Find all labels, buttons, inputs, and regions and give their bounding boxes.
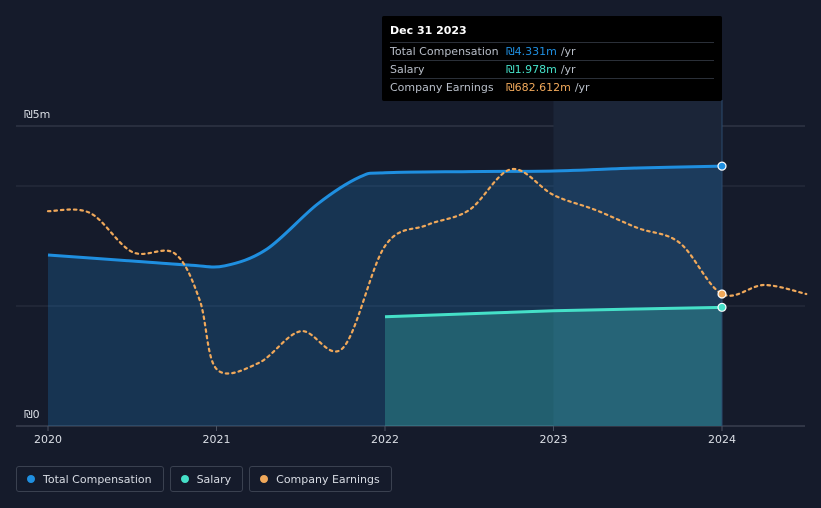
legend-item-salary[interactable]: Salary <box>169 466 244 492</box>
total-compensation-area <box>48 166 722 426</box>
tooltip-unit: /yr <box>560 63 576 76</box>
legend-item-company-earnings[interactable]: Company Earnings <box>249 466 392 492</box>
tooltip-unit: /yr <box>574 81 590 94</box>
legend-label: Salary <box>196 472 232 486</box>
legend-dot-icon <box>180 475 189 483</box>
x-tick-label: 2023 <box>540 433 568 446</box>
tooltip-unit: /yr <box>560 45 576 58</box>
tooltip-value: ₪4.331m <box>506 45 557 58</box>
series-lines <box>46 164 808 375</box>
total-compensation-marker <box>717 161 727 171</box>
tooltip-label: Company Earnings <box>390 81 494 94</box>
total-compensation-line <box>47 164 723 269</box>
legend-dot-icon <box>260 475 269 483</box>
salary-area <box>385 307 722 426</box>
tooltip-value: ₪1.978m <box>506 63 557 76</box>
x-tick-label: 2024 <box>708 433 736 446</box>
series-markers <box>717 100 727 426</box>
tooltip-row-total-compensation: Total Compensation ₪4.331m /yr <box>390 42 714 60</box>
company-earnings-marker <box>717 289 727 299</box>
x-axis: 2020 2021 2022 2023 2024 <box>34 426 736 446</box>
legend-label: Total Compensation <box>43 472 152 486</box>
series-areas <box>48 166 722 426</box>
tooltip-row-salary: Salary ₪1.978m /yr <box>390 60 714 78</box>
hover-tooltip: Dec 31 2023 Total Compensation ₪4.331m /… <box>382 16 722 101</box>
tooltip-row-company-earnings: Company Earnings ₪682.612m /yr <box>390 78 714 96</box>
y-tick-label-top: ₪5m <box>24 108 50 121</box>
legend-dot-icon <box>27 475 35 483</box>
compensation-chart: ₪5m ₪0 2020 2021 2022 2023 2024 <box>16 100 808 446</box>
legend-label: Company Earnings <box>276 472 380 486</box>
tooltip-date: Dec 31 2023 <box>390 24 467 37</box>
forecast-highlight-band <box>553 101 722 426</box>
legend-item-total-compensation[interactable]: Total Compensation <box>16 466 164 492</box>
y-tick-label-bottom: ₪0 <box>24 408 40 421</box>
tooltip-value: ₪682.612m <box>506 81 571 94</box>
x-tick-label: 2021 <box>203 433 231 446</box>
tooltip-label: Total Compensation <box>390 45 499 58</box>
tooltip-label: Salary <box>390 63 425 76</box>
salary-marker <box>717 302 727 312</box>
company-earnings-line <box>46 168 808 375</box>
salary-line <box>384 305 723 319</box>
x-tick-label: 2020 <box>34 433 62 446</box>
chart-legend: Total Compensation Salary Company Earnin… <box>16 466 392 492</box>
x-tick-label: 2022 <box>371 433 399 446</box>
